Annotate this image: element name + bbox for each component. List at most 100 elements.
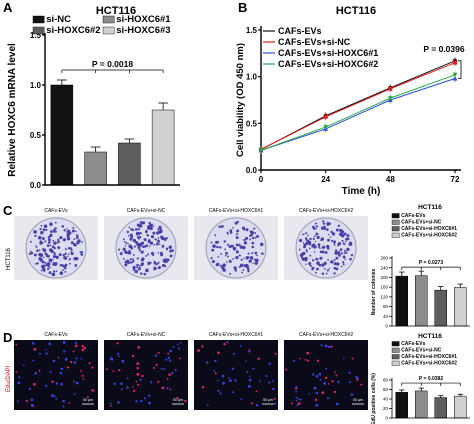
dapi-nucleus: [52, 359, 56, 363]
edu-nucleus: [74, 344, 78, 348]
edu-nucleus: [68, 402, 71, 405]
colony-image-label: CAFs-EVs+si-HOXC6#2: [298, 208, 354, 214]
dapi-nucleus: [274, 402, 277, 405]
dapi-nucleus: [18, 376, 21, 379]
chart-title: HCT116: [418, 204, 442, 211]
colony: [313, 235, 316, 237]
bar-4: [151, 109, 175, 186]
colony: [316, 235, 320, 240]
colony: [81, 241, 83, 243]
colony: [307, 234, 309, 237]
colony: [161, 244, 165, 248]
colony: [235, 236, 239, 240]
dapi-nucleus: [23, 364, 25, 367]
colony: [153, 266, 157, 270]
dapi-nucleus: [272, 387, 275, 391]
y-tick-label: 0.5: [30, 131, 42, 140]
dapi-nucleus: [228, 377, 230, 379]
colony: [234, 269, 238, 272]
chart-c-colony-count: HCT116 0 40 80 120 160 200 240 280 Number of colo…: [371, 204, 470, 329]
p-value-label: P = 0.0273: [419, 260, 443, 266]
edu-nucleus: [25, 400, 28, 403]
colony: [325, 228, 329, 231]
colony: [132, 258, 134, 260]
legend-swatch: [391, 213, 400, 219]
edu-nucleus: [80, 370, 82, 373]
colony: [74, 244, 77, 247]
colony: [326, 244, 330, 249]
colony: [249, 230, 253, 234]
dapi-nucleus: [55, 397, 58, 400]
edu-nucleus: [248, 349, 251, 352]
edu-nucleus: [51, 380, 54, 384]
colony: [51, 273, 54, 276]
edu-nucleus: [334, 371, 336, 373]
edu-nucleus: [91, 366, 94, 369]
colony: [321, 263, 325, 267]
colony-images: CAFs-EVs CAFs-EVs+si-NC CAFs-EVs+si-HOXC6#…: [14, 208, 368, 280]
colony: [226, 231, 229, 234]
dapi-nucleus: [234, 379, 237, 382]
colony: [127, 250, 132, 255]
dapi-nucleus: [323, 382, 326, 385]
colony: [343, 249, 346, 252]
edu-nucleus: [179, 357, 181, 360]
dapi-nucleus: [59, 371, 63, 375]
colony: [223, 240, 226, 243]
dapi-nucleus: [144, 397, 146, 400]
colony-dish-image: [284, 216, 368, 280]
chart-title: HCT116: [418, 333, 442, 340]
dapi-nucleus: [109, 402, 112, 405]
colony: [300, 256, 304, 259]
edu-image-label: CAFs-EVs+si-HOXC6#2: [298, 332, 354, 338]
colony: [49, 248, 53, 252]
colony: [249, 256, 254, 260]
colony: [137, 257, 139, 260]
colony: [300, 252, 304, 257]
colony: [62, 253, 65, 257]
colony: [139, 231, 142, 235]
edu-nucleus: [197, 349, 201, 352]
dapi-nucleus: [60, 367, 64, 371]
colony: [42, 228, 46, 232]
colony: [46, 262, 51, 266]
dapi-nucleus: [60, 382, 64, 386]
colony: [328, 267, 331, 270]
y-tick-label: 80: [383, 304, 389, 309]
colony: [33, 253, 37, 257]
colony: [331, 232, 336, 236]
dapi-nucleus: [246, 370, 249, 373]
colony: [338, 254, 341, 257]
colony: [305, 248, 308, 251]
colony: [251, 245, 255, 249]
colony: [321, 247, 323, 249]
edu-nucleus: [327, 383, 330, 385]
dapi-nucleus: [150, 381, 153, 384]
dapi-nucleus: [245, 360, 247, 363]
colony: [43, 224, 48, 229]
colony: [42, 248, 47, 252]
legend-label: CAFs-EVs+si-HOXC6#2: [401, 361, 457, 367]
edu-nucleus: [116, 342, 119, 345]
colony: [53, 251, 56, 254]
colony: [238, 244, 241, 247]
colony: [333, 258, 336, 262]
colony: [328, 222, 332, 225]
dapi-nucleus: [110, 358, 114, 361]
colony: [62, 238, 66, 242]
dapi-nucleus: [34, 371, 38, 375]
colony: [242, 245, 246, 250]
colony: [51, 258, 54, 261]
colony: [124, 251, 128, 255]
edu-nucleus: [201, 345, 204, 348]
colony: [76, 241, 80, 245]
colony: [318, 263, 322, 267]
edu-nucleus: [255, 390, 258, 393]
colony: [226, 255, 229, 258]
colony: [229, 244, 233, 248]
colony: [251, 252, 254, 255]
edu-nucleus: [167, 352, 170, 355]
dapi-nucleus: [45, 348, 47, 351]
dapi-nucleus: [213, 370, 216, 373]
colony: [40, 269, 43, 272]
